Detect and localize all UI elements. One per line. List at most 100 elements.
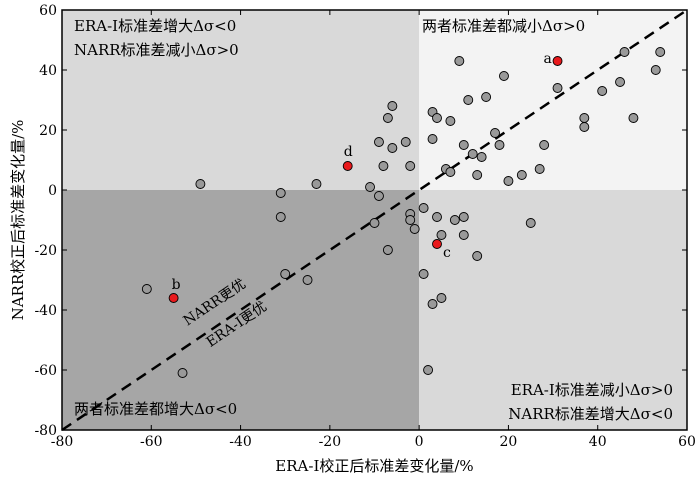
highlighted-point-b xyxy=(168,293,179,303)
data-point xyxy=(374,191,384,201)
axis-ticks: -80 -60 -40 -20 0 20 40 60 -80 -60 -40 -20 0 20 40 60 xyxy=(34,3,695,450)
data-point xyxy=(481,92,492,102)
data-point xyxy=(458,230,469,240)
data-point xyxy=(369,218,380,228)
plot-frame xyxy=(61,9,688,431)
data-point xyxy=(458,212,469,222)
data-point xyxy=(387,101,398,111)
data-point xyxy=(655,47,666,57)
x-axis-title: ERA-I校正后标准差变化量/% xyxy=(275,457,473,475)
data-point xyxy=(436,293,447,303)
quadrant-label-bottom-right: NARR标准差增大Δσ<0 xyxy=(508,405,673,423)
data-point xyxy=(400,137,411,147)
data-point xyxy=(427,134,438,144)
data-point xyxy=(490,128,500,138)
x-tick-label: -20 xyxy=(319,434,342,450)
y-tick-label: 40 xyxy=(39,63,57,79)
x-tick-label: -40 xyxy=(229,434,252,450)
data-point xyxy=(472,251,483,261)
data-point xyxy=(374,137,384,147)
data-point xyxy=(418,203,429,213)
data-point xyxy=(525,218,536,228)
data-point xyxy=(405,215,416,225)
data-point xyxy=(597,86,608,96)
data-point xyxy=(445,116,456,126)
data-point xyxy=(628,113,639,123)
point-label-b: b xyxy=(172,277,181,293)
data-point xyxy=(409,224,420,234)
data-point xyxy=(615,77,625,87)
data-point xyxy=(650,65,661,75)
quadrant-label-bottom-left: 两者标准差都增大Δσ<0 xyxy=(74,400,237,418)
point-label-d: d xyxy=(344,144,353,160)
data-point xyxy=(405,161,416,171)
data-point xyxy=(552,83,563,93)
x-tick-label: 60 xyxy=(678,434,696,450)
data-point xyxy=(476,152,487,162)
quadrant-label-top-left: NARR标准差减小Δσ>0 xyxy=(74,41,239,59)
quadrant-label-top-right: 两者标准差都减小Δσ>0 xyxy=(422,17,585,35)
data-point xyxy=(387,143,398,153)
data-point xyxy=(432,212,442,222)
data-point xyxy=(378,161,389,171)
y-tick-label: 60 xyxy=(39,3,57,19)
point-label-a: a xyxy=(544,51,552,67)
x-tick-label: -80 xyxy=(51,434,74,450)
highlighted-point-d xyxy=(342,161,353,171)
x-tick-label: 40 xyxy=(589,434,607,450)
quadrant-bottom-left xyxy=(62,190,420,430)
quadrant-top-left xyxy=(62,10,420,190)
data-point xyxy=(534,164,545,174)
data-point xyxy=(275,188,286,198)
y-tick-label: -40 xyxy=(34,303,57,319)
data-point xyxy=(579,113,590,123)
data-point xyxy=(382,245,393,255)
data-point xyxy=(195,179,206,189)
data-point xyxy=(503,176,514,186)
data-point xyxy=(579,122,590,132)
point-label-c: c xyxy=(443,245,451,261)
data-point xyxy=(458,140,469,150)
data-point xyxy=(302,275,313,285)
y-tick-label: 20 xyxy=(39,123,57,139)
quadrant-backgrounds xyxy=(62,10,687,430)
highlighted-point-a xyxy=(552,56,563,66)
quadrant-label-top-left: ERA-I标准差增大Δσ<0 xyxy=(74,17,236,35)
data-point xyxy=(432,113,442,123)
highlighted-points: a b c d xyxy=(168,51,563,303)
data-point xyxy=(454,56,465,66)
data-point xyxy=(427,299,438,309)
data-point xyxy=(463,95,474,105)
data-point xyxy=(445,167,456,177)
data-point xyxy=(516,170,527,180)
y-tick-label: -60 xyxy=(34,363,57,379)
data-point xyxy=(539,140,550,150)
y-tick-label: 0 xyxy=(48,183,57,199)
data-point xyxy=(494,140,505,150)
x-tick-label: 20 xyxy=(500,434,518,450)
data-point xyxy=(141,284,152,294)
data-point xyxy=(467,149,478,159)
y-tick-label: -20 xyxy=(34,243,57,259)
data-point xyxy=(275,212,286,222)
data-point xyxy=(177,368,188,378)
highlighted-point-c xyxy=(432,239,442,249)
data-point xyxy=(382,113,393,123)
data-point xyxy=(472,170,483,180)
data-point xyxy=(280,269,291,279)
data-point xyxy=(418,269,429,279)
quadrant-labels: ERA-I标准差增大Δσ<0 NARR标准差减小Δσ>0 两者标准差都减小Δσ>0 两… xyxy=(74,17,673,423)
data-point xyxy=(619,47,630,57)
data-point xyxy=(311,179,322,189)
x-tick-label: 0 xyxy=(415,434,424,450)
quadrant-bottom-right xyxy=(419,190,687,430)
data-points xyxy=(141,47,666,378)
data-point xyxy=(436,230,447,240)
x-tick-label: -60 xyxy=(140,434,163,450)
y-axis-title: NARR校正后标准差变化量/% xyxy=(9,120,27,321)
data-point xyxy=(499,71,509,81)
data-point xyxy=(449,215,460,225)
data-point xyxy=(423,365,434,375)
quadrant-label-bottom-right: ERA-I标准差减小Δσ>0 xyxy=(511,381,673,399)
